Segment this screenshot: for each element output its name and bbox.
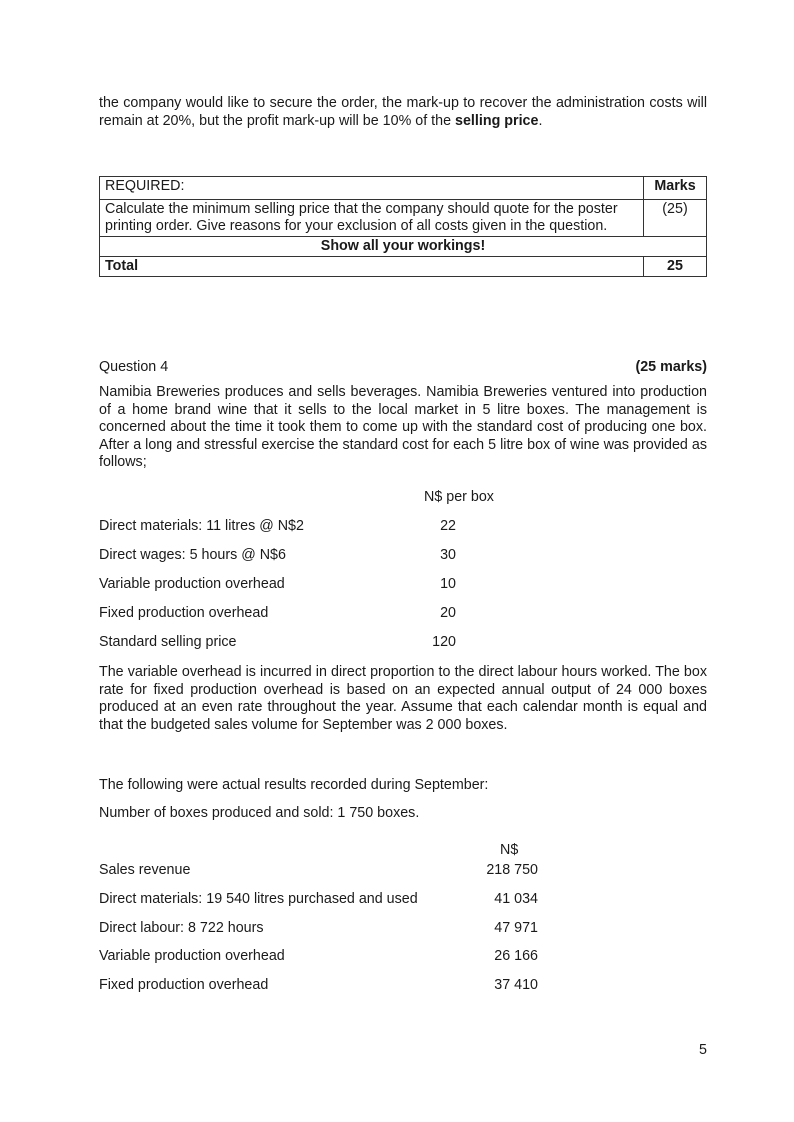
list-item: Fixed production overhead 37 410 (99, 977, 559, 997)
required-label: REQUIRED: (99, 176, 644, 200)
table-row: REQUIRED: Marks (99, 176, 707, 200)
item-value: 120 (432, 634, 456, 650)
workings-note: Show all your workings! (99, 236, 707, 257)
list-item: Direct wages: 5 hours @ N$6 30 (99, 547, 559, 567)
item-label: Direct materials: 19 540 litres purchase… (99, 890, 418, 907)
intro-paragraph: the company would like to secure the ord… (99, 95, 707, 130)
table-row: Total 25 (99, 256, 707, 277)
item-value: 30 (440, 547, 456, 563)
intro-text: the company would like to secure the ord… (99, 95, 707, 129)
list-item: Variable production overhead 26 166 (99, 948, 559, 968)
page-number: 5 (699, 1042, 707, 1058)
marks-header: Marks (643, 176, 707, 200)
table-row: Calculate the minimum selling price that… (99, 199, 707, 237)
question-paragraph-3: The following were actual results record… (99, 777, 489, 793)
item-value: 41 034 (494, 890, 538, 907)
item-label: Direct materials: 11 litres @ N$2 (99, 518, 304, 534)
item-label: Direct wages: 5 hours @ N$6 (99, 547, 286, 563)
list-item: Variable production overhead 10 (99, 576, 559, 596)
list-item: Fixed production overhead 20 (99, 605, 559, 625)
list-item: Sales revenue 218 750 (99, 862, 559, 882)
list-item: Direct materials: 19 540 litres purchase… (99, 891, 559, 911)
item-label: Variable production overhead (99, 948, 285, 965)
item-value: 10 (440, 576, 456, 592)
total-label: Total (99, 256, 644, 277)
item-value: 37 410 (494, 977, 538, 994)
item-label: Direct labour: 8 722 hours (99, 919, 264, 936)
list-item: Direct materials: 11 litres @ N$2 22 (99, 518, 559, 538)
actual-header: N$ (500, 842, 519, 858)
table-row: Show all your workings! (99, 236, 707, 257)
item-label: Fixed production overhead (99, 977, 269, 994)
question-paragraph-4: Number of boxes produced and sold: 1 750… (99, 805, 420, 821)
question-title: Question 4 (99, 359, 169, 375)
list-item: Standard selling price 120 (99, 634, 559, 654)
item-value: 22 (440, 518, 456, 534)
task-marks: (25) (643, 199, 707, 237)
item-label: Fixed production overhead (99, 605, 269, 621)
list-item: Direct labour: 8 722 hours 47 971 (99, 920, 559, 940)
item-label: Variable production overhead (99, 576, 285, 592)
item-value: 26 166 (494, 948, 538, 965)
item-label: Sales revenue (99, 862, 191, 878)
required-table: REQUIRED: Marks Calculate the minimum se… (99, 176, 707, 277)
total-marks: 25 (643, 256, 707, 277)
question-paragraph-2: The variable overhead is incurred in dir… (99, 664, 707, 733)
item-label: Standard selling price (99, 634, 237, 650)
standard-header: N$ per box (424, 489, 494, 505)
item-value: 218 750 (486, 862, 538, 878)
question-paragraph-1: Namibia Breweries produces and sells bev… (99, 384, 707, 470)
intro-end: . (538, 112, 543, 129)
intro-bold: selling price (455, 112, 539, 129)
question-marks: (25 marks) (635, 359, 707, 375)
item-value: 20 (440, 605, 456, 621)
item-value: 47 971 (494, 919, 538, 936)
task-text: Calculate the minimum selling price that… (99, 199, 644, 237)
